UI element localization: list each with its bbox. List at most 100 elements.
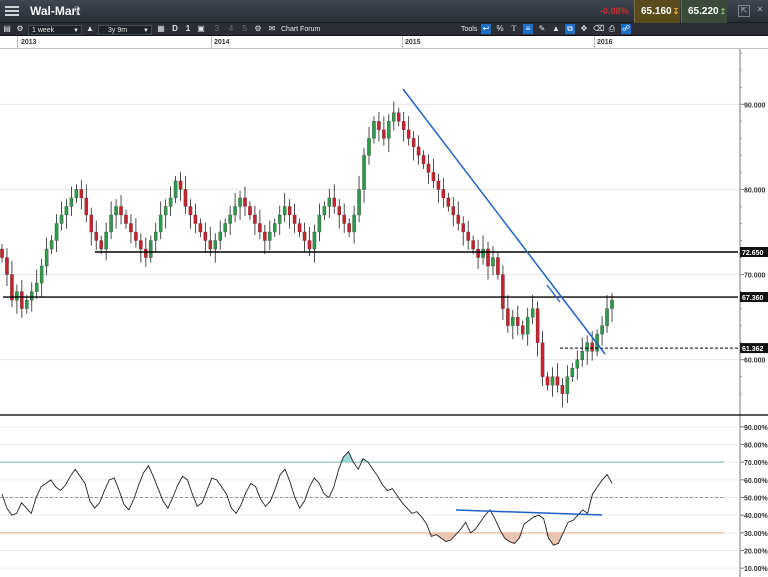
rsi-tick-label: 90.00% [744, 425, 768, 432]
candle-body [516, 316, 520, 326]
candle-body [69, 197, 74, 207]
candle-body [124, 214, 128, 224]
text-tool-icon[interactable]: T [511, 24, 517, 33]
candle-body [486, 248, 490, 267]
candle-body [411, 138, 416, 148]
date-tick [594, 36, 595, 49]
candle-body [387, 121, 391, 139]
eraser-icon[interactable]: ⌫ [593, 24, 605, 33]
rsi-axis: 90.00% 80.00% 70.00% 60.00% 50.00% 40.00% 30.0… [740, 425, 768, 573]
horizontal-lines-icon[interactable]: ≡ [523, 24, 533, 34]
candle-body [238, 197, 242, 207]
candle-body [292, 214, 297, 224]
candle-body [10, 274, 14, 301]
candle-body [119, 206, 123, 216]
draw-mode-button[interactable]: D [172, 24, 178, 33]
rsi-tick-label: 60.00% [744, 478, 768, 485]
print-icon[interactable]: ⎙ [608, 24, 616, 33]
date-axis: 2013 2014 2015 2016 [0, 36, 768, 49]
candle-body [20, 291, 24, 309]
chart-count-button[interactable]: 1 [185, 24, 191, 33]
layout-option-5[interactable]: 5 [242, 24, 248, 33]
rsi-panel [0, 426, 740, 569]
layout-option-4[interactable]: 4 [228, 24, 234, 33]
candle-body [54, 223, 59, 241]
downtrend-line[interactable] [402, 88, 606, 355]
price-chart[interactable]: 90.000 80.000 70.000 60.000 72.650 67.360 61.… [0, 49, 768, 577]
candle-body [268, 231, 272, 241]
candle-body [168, 197, 173, 207]
candle-body [30, 291, 34, 301]
candle-body [258, 223, 262, 233]
lock-icon[interactable]: ▲ [86, 24, 94, 33]
layout-icon[interactable]: ▣ [197, 24, 205, 33]
gear-icon[interactable]: ⚙ [254, 24, 262, 33]
chevron-down-icon: ▼ [73, 28, 79, 34]
fill-icon[interactable]: ▲ [552, 24, 560, 33]
candle-body [392, 112, 396, 122]
candle-body [550, 376, 555, 386]
candle-body [158, 214, 163, 233]
list-icon[interactable]: ▤ [3, 24, 11, 33]
candle-body [312, 231, 317, 250]
date-tick [402, 36, 403, 49]
candle-body [0, 248, 4, 258]
candle-body [49, 240, 54, 250]
candle-body [382, 129, 386, 139]
menu-icon[interactable] [5, 4, 19, 18]
candle-body [426, 163, 431, 173]
candle-body [203, 231, 208, 241]
move-icon[interactable]: ✥ [580, 24, 588, 33]
candle-body [451, 206, 456, 216]
pen-icon[interactable]: ✎ [538, 24, 546, 33]
candle-body [431, 172, 436, 182]
candle-body [317, 214, 322, 233]
up-arrow-icon: ↥ [719, 7, 727, 16]
candle-body [560, 385, 565, 394]
popout-icon[interactable]: ⇱ [738, 5, 750, 17]
rsi-line [1, 450, 613, 546]
price-levels[interactable]: 72.650 67.360 61.362 [3, 247, 768, 354]
buy-price-button[interactable]: 65.220↥ [681, 0, 727, 23]
candle-body [555, 376, 560, 386]
sell-price-button[interactable]: 65.160↧ [634, 0, 680, 23]
candle-body [25, 299, 29, 309]
candle-body [501, 274, 505, 309]
rsi-tick-label: 70.00% [744, 460, 768, 467]
range-value: 3y 9m [108, 27, 128, 34]
close-icon[interactable]: ✕ [756, 5, 764, 14]
percent-icon[interactable]: % [496, 24, 504, 33]
candle-body [297, 223, 302, 233]
price-tick-label: 90.000 [744, 102, 766, 109]
candle-body [233, 206, 237, 216]
chat-icon[interactable]: ✉ [268, 24, 276, 33]
interval-select[interactable]: 1 week ▼ [28, 25, 82, 35]
candle-body [565, 376, 570, 394]
candle-body [109, 214, 113, 233]
gear-icon[interactable]: ⚙ [16, 24, 24, 33]
arrow-left-icon[interactable]: ↩ [481, 24, 491, 34]
price-level-label: 72.650 [742, 250, 764, 257]
candle-body [377, 121, 381, 131]
candle-body [287, 206, 292, 216]
trendline-segment[interactable] [546, 284, 561, 303]
copy-icon[interactable]: ⧉ [565, 24, 575, 34]
title-bar: Wal-Mart ⚲ -0.08% 65.160↧ 65.220↥ ⇱ ✕ [0, 0, 768, 23]
rsi-trendline[interactable] [455, 509, 603, 516]
search-icon[interactable]: ⚲ [73, 5, 82, 17]
candle-body [149, 240, 153, 258]
chart-forum-link[interactable]: Chart Forum [281, 26, 321, 33]
share-icon[interactable]: ☍ [621, 24, 631, 34]
candle-body [491, 257, 495, 267]
candle-body [421, 155, 426, 165]
calendar-icon[interactable]: ▦ [157, 24, 165, 33]
candle-body [59, 214, 64, 224]
range-select[interactable]: 3y 9m ▼ [98, 25, 152, 35]
price-tick-label: 80.000 [744, 187, 766, 194]
candle-body [79, 189, 84, 199]
layout-option-3[interactable]: 3 [214, 24, 220, 33]
candle-body [347, 223, 351, 233]
down-arrow-icon: ↧ [672, 7, 680, 16]
candle-body [332, 197, 337, 207]
candle-body [357, 189, 361, 216]
